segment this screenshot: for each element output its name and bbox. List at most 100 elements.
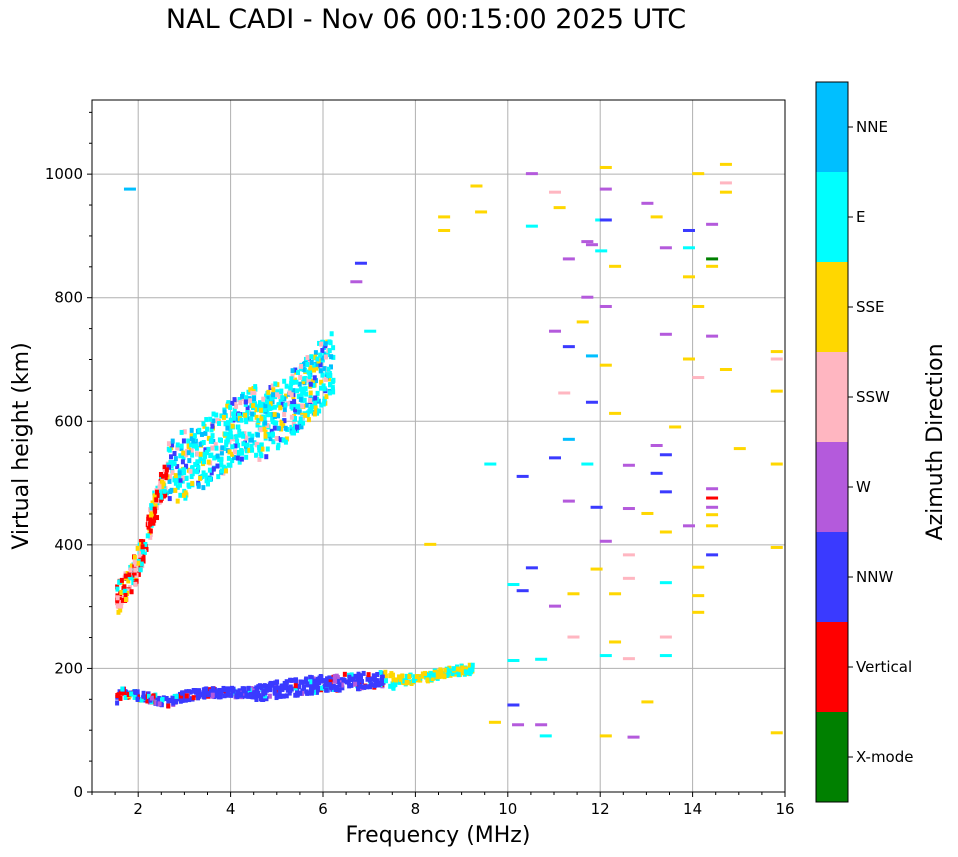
echo-point <box>512 723 525 727</box>
echo-point <box>392 681 397 687</box>
echo-point <box>282 418 287 424</box>
echo-point <box>170 460 175 466</box>
echo-point <box>535 723 548 727</box>
echo-point <box>190 471 195 477</box>
echo-point <box>298 679 303 685</box>
echo-point <box>315 687 320 693</box>
echo-point <box>305 681 310 687</box>
echo-point <box>609 592 622 596</box>
echo-point <box>488 720 501 724</box>
echo-point <box>292 399 297 405</box>
echo-point <box>327 682 332 688</box>
echo-point <box>219 413 224 419</box>
echo-point <box>443 667 448 673</box>
echo-point <box>303 412 308 418</box>
echo-point <box>143 541 148 547</box>
echo-point <box>176 474 181 480</box>
echo-point <box>276 425 281 431</box>
echo-point <box>240 412 245 418</box>
echo-point <box>414 673 419 679</box>
echo-point <box>303 376 308 382</box>
echo-point <box>328 679 333 685</box>
echo-point <box>308 397 313 403</box>
echo-point <box>277 394 282 400</box>
echo-point <box>210 692 215 698</box>
echo-point <box>188 468 193 474</box>
echo-point <box>193 461 198 467</box>
echo-point <box>282 411 287 417</box>
echo-point <box>215 453 220 459</box>
echo-point <box>289 392 294 398</box>
echo-point <box>214 690 219 696</box>
echo-point <box>226 400 231 406</box>
echo-point <box>146 691 151 697</box>
echo-point <box>292 677 297 683</box>
echo-point <box>298 690 303 696</box>
echo-point <box>516 474 529 478</box>
echo-point <box>139 538 144 544</box>
echo-point <box>313 378 318 384</box>
echo-point <box>278 437 283 443</box>
echo-point <box>242 693 247 699</box>
echo-point <box>311 382 316 388</box>
echo-point <box>263 429 268 435</box>
echo-point <box>123 573 128 579</box>
echo-point <box>201 470 206 476</box>
echo-point <box>168 454 173 460</box>
echo-point <box>669 425 682 429</box>
echo-point <box>267 412 272 418</box>
echo-point <box>599 734 612 738</box>
y-tick-label: 1000 <box>45 165 83 183</box>
echo-point <box>128 575 133 581</box>
echo-point <box>208 453 213 459</box>
echo-point <box>397 674 402 680</box>
colorbar: X-mode Vertical NNW W SSW SSE E NNE <box>815 81 913 803</box>
echo-point <box>215 463 220 469</box>
echo-point <box>576 320 589 324</box>
echo-point <box>507 659 520 663</box>
echo-point <box>400 673 405 679</box>
x-tick-label: 16 <box>775 800 794 818</box>
echo-point <box>581 462 594 466</box>
echo-point <box>234 403 239 409</box>
echo-point <box>163 486 168 492</box>
echo-point <box>682 228 695 232</box>
echo-point <box>622 576 635 580</box>
echo-point <box>590 505 603 509</box>
echo-point <box>770 731 783 735</box>
echo-point <box>328 381 333 387</box>
echo-point <box>184 452 189 458</box>
echo-point <box>424 542 437 546</box>
echo-point <box>122 588 127 594</box>
echo-point <box>309 359 314 365</box>
x-axis-label: Frequency (MHz) <box>346 823 531 848</box>
echo-point <box>595 249 608 253</box>
echo-point <box>131 580 136 586</box>
echo-point <box>206 692 211 698</box>
echo-point <box>247 431 252 437</box>
echo-point <box>706 505 719 509</box>
echo-point <box>326 373 331 379</box>
echo-point <box>306 690 311 696</box>
echo-point <box>321 401 326 407</box>
echo-point <box>166 441 171 447</box>
echo-point <box>230 444 235 450</box>
echo-point <box>164 467 169 473</box>
echo-point <box>181 455 186 461</box>
echo-point <box>245 405 250 411</box>
echo-point <box>204 478 209 484</box>
echo-point <box>203 430 208 436</box>
echo-point <box>314 689 319 695</box>
echo-point <box>157 484 162 490</box>
echo-point <box>289 414 294 420</box>
echo-point <box>244 448 249 454</box>
echo-point <box>164 696 169 702</box>
echo-point <box>325 681 330 687</box>
echo-point <box>641 511 654 515</box>
echo-point <box>206 435 211 441</box>
echo-point <box>175 498 180 504</box>
echo-point <box>119 590 124 596</box>
echo-point <box>301 420 306 426</box>
echo-point <box>366 672 371 678</box>
echo-point <box>447 671 452 677</box>
